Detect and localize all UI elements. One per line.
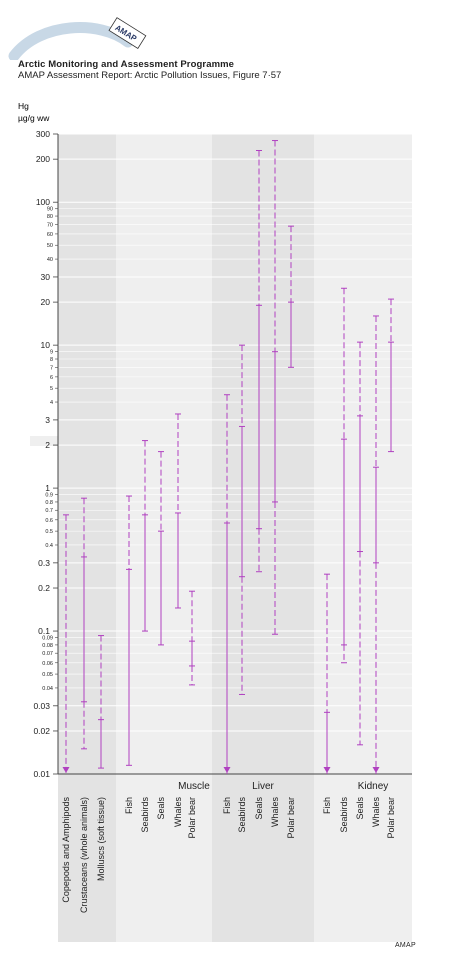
range-arrowhead — [62, 767, 70, 773]
category-label: Seabirds — [140, 797, 150, 833]
category-label: Fish — [124, 797, 134, 814]
page-title: Arctic Monitoring and Assessment Program… — [18, 59, 235, 70]
category-label: Whales — [270, 797, 280, 828]
y-tick-label: 2 — [45, 440, 50, 450]
category-label: Whales — [371, 797, 381, 828]
range-arrowhead — [372, 767, 380, 773]
y-tick-label: 0.3 — [38, 558, 50, 568]
y-tick-label-minor: 0.9 — [45, 493, 53, 499]
y-axis-label-line1: Hg — [18, 101, 29, 111]
y-tick-label-minor: 90 — [47, 207, 53, 213]
category-label: Polar bear — [386, 797, 396, 839]
category-label: Seals — [355, 797, 365, 820]
y-tick-label-minor: 0.4 — [45, 543, 53, 549]
category-label: Copepods and Amphipods — [61, 797, 71, 903]
tissue-band — [212, 134, 314, 942]
y-tick-label-minor: 0.06 — [42, 661, 53, 667]
tissue-band — [116, 134, 212, 942]
figure-subtitle: AMAP Assessment Report: Arctic Pollution… — [18, 70, 282, 81]
y-tick-label-minor: 4 — [50, 400, 53, 406]
y-tick-label-minor: 8 — [50, 357, 53, 363]
y-tick-label-minor: 60 — [47, 232, 53, 238]
category-labels: Copepods and Amphipods Crustaceans (whole… — [61, 781, 396, 913]
tissue-label: Muscle — [178, 781, 210, 792]
y-tick-label-minor: 7 — [50, 365, 53, 371]
category-label: Seabirds — [237, 797, 247, 833]
footer-credit: AMAP — [394, 942, 416, 949]
tissue-band — [58, 134, 116, 942]
tissue-bands — [30, 134, 412, 942]
y-tick-label: 20 — [41, 297, 51, 307]
y-tick-label: 0.02 — [33, 726, 50, 736]
y-tick-label-minor: 5 — [50, 386, 53, 392]
y-tick-label: 100 — [36, 197, 50, 207]
category-label: Whales — [173, 797, 183, 828]
range-marks — [62, 140, 394, 774]
y-tick-label-minor: 0.08 — [42, 643, 53, 649]
y-tick-label: 0.2 — [38, 583, 50, 593]
y-tick-label: 30 — [41, 272, 51, 282]
range-arrowhead — [223, 767, 231, 773]
y-tick-label: 10 — [41, 340, 51, 350]
y-tick-label: 0.01 — [33, 769, 50, 779]
category-label: Polar bear — [286, 797, 296, 839]
category-label: Fish — [222, 797, 232, 814]
y-tick-label-minor: 80 — [47, 214, 53, 220]
y-axis-label-line2: µg/g ww — [18, 113, 50, 123]
y-tick-label: 3 — [45, 415, 50, 425]
y-tick-label-minor: 0.6 — [45, 518, 53, 524]
tissue-label: Liver — [252, 781, 274, 792]
gridlines — [58, 133, 412, 775]
y-tick-label-minor: 0.09 — [42, 636, 53, 642]
y-tick-label: 0.1 — [38, 626, 50, 636]
y-tick-label-minor: 9 — [50, 350, 53, 356]
category-label: Fish — [322, 797, 332, 814]
axis-gap-patch — [30, 436, 58, 446]
category-label: Seals — [254, 797, 264, 820]
y-tick-label-minor: 6 — [50, 375, 53, 381]
y-tick-label: 1 — [45, 483, 50, 493]
category-label: Molluscs (soft tissue) — [96, 797, 106, 881]
y-tick-label-minor: 0.04 — [42, 686, 53, 692]
y-tick-label: 300 — [36, 129, 50, 139]
tissue-band — [314, 134, 412, 942]
y-tick-label: 200 — [36, 154, 50, 164]
amap-logo: AMAP — [8, 17, 147, 60]
category-label: Crustaceans (whole animals) — [79, 797, 89, 913]
y-tick-label-minor: 0.5 — [45, 529, 53, 535]
category-label: Polar bear — [187, 797, 197, 839]
y-tick-label-minor: 40 — [47, 257, 53, 263]
y-tick-label-minor: 0.7 — [45, 508, 53, 514]
tissue-label: Kidney — [358, 781, 389, 792]
y-tick-label-minor: 0.07 — [42, 651, 53, 657]
y-axis: Hg µg/g ww 0.01 0.02 0.03 0.1 0.2 0.3 1 2 3 10 20 3… — [18, 101, 412, 779]
y-tick-label-minor: 50 — [47, 243, 53, 249]
y-tick-label-minor: 0.05 — [42, 672, 53, 678]
y-tick-label-minor: 0.8 — [45, 500, 53, 506]
category-label: Seals — [156, 797, 166, 820]
category-label: Seabirds — [339, 797, 349, 833]
figure-header: AMAP Arctic Monitoring and Assessment Pr… — [0, 0, 450, 90]
y-tick-label: 0.03 — [33, 701, 50, 711]
y-tick-label-minor: 70 — [47, 222, 53, 228]
range-arrowhead — [323, 767, 331, 773]
